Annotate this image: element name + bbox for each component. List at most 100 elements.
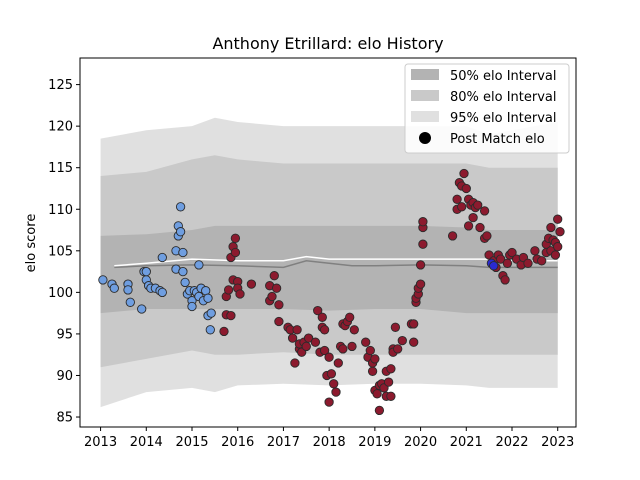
data-point-later	[386, 391, 396, 401]
data-point-early	[157, 287, 167, 298]
data-point-later	[274, 300, 284, 310]
data-point-later	[290, 358, 300, 368]
data-point-later	[418, 217, 428, 227]
x-tick-label: 2021	[450, 435, 483, 450]
y-tick-label: 120	[48, 120, 73, 135]
data-point-early	[175, 202, 186, 212]
data-point-later	[269, 271, 279, 281]
data-point-later	[246, 279, 257, 289]
post-match-points	[98, 168, 565, 416]
y-tick-label: 125	[48, 78, 73, 93]
data-point-early	[109, 283, 119, 293]
legend-swatch-80	[411, 90, 439, 101]
data-point-later	[553, 242, 563, 252]
x-tick-label: 2018	[313, 435, 346, 450]
data-point-later	[530, 246, 540, 256]
data-point-early	[180, 277, 190, 288]
data-point-later	[319, 345, 330, 356]
x-tick-label: 2015	[175, 435, 208, 450]
data-point-later	[461, 183, 471, 194]
data-point-early	[125, 297, 135, 307]
y-tick-label: 95	[56, 327, 73, 342]
data-point-later	[383, 377, 394, 387]
data-point-later	[495, 254, 506, 264]
x-tick-label: 2019	[358, 435, 391, 450]
data-point-later	[331, 387, 341, 397]
data-point-later	[370, 354, 380, 364]
data-point-later	[502, 258, 513, 268]
data-point-later	[303, 333, 314, 343]
data-point-later	[317, 312, 327, 322]
data-point-early	[194, 260, 204, 270]
plot-area	[98, 117, 565, 416]
data-point-later	[361, 337, 371, 347]
x-tick-label: 2020	[404, 435, 437, 450]
data-point-later	[235, 289, 245, 299]
data-point-later	[372, 389, 382, 399]
data-point-later	[326, 369, 337, 379]
data-point-early	[123, 285, 133, 295]
data-point-later	[374, 405, 385, 416]
legend-label-95: 95% elo Interval	[450, 111, 557, 126]
data-point-later	[301, 341, 311, 352]
data-point-later	[292, 325, 302, 335]
data-point-later	[386, 364, 396, 374]
x-axis-ticks: 2013 2014 2015 2016 2017 2018 2019 2020 2021 2022…	[84, 427, 574, 450]
interval-bands	[100, 117, 558, 408]
plot-frame	[79, 57, 577, 428]
y-axis-ticks: 85 90 95 100 105 110 115 120 125	[48, 78, 80, 426]
legend-label-80: 80% elo Interval	[450, 90, 557, 105]
y-tick-label: 105	[48, 244, 73, 259]
data-point-later	[418, 239, 428, 249]
chart-title: Anthony Etrillard: elo History	[212, 34, 443, 53]
data-point-later	[287, 333, 298, 343]
data-point-later	[226, 310, 236, 321]
data-point-later	[397, 335, 407, 346]
legend: 50% elo Interval 80% elo Interval 95% el…	[404, 63, 570, 154]
data-point-later	[523, 258, 533, 268]
legend-label-50: 50% elo Interval	[450, 69, 557, 84]
data-point-later	[537, 256, 547, 266]
data-point-early	[98, 275, 108, 285]
data-point-later	[390, 322, 401, 332]
data-point-later	[367, 366, 378, 376]
data-point-later	[550, 250, 561, 260]
data-point-later	[546, 222, 556, 233]
data-point-later	[365, 345, 375, 356]
data-point-later	[457, 202, 467, 212]
data-point-early	[157, 252, 167, 263]
data-point-recent	[489, 261, 499, 271]
y-tick-label: 115	[48, 161, 73, 176]
data-point-later	[267, 291, 277, 302]
x-tick-label: 2017	[267, 435, 300, 450]
data-point-later	[329, 379, 339, 389]
data-point-early	[175, 227, 186, 237]
legend-swatch-95	[411, 111, 439, 122]
data-point-later	[475, 222, 485, 233]
data-point-later	[500, 275, 510, 285]
data-point-later	[347, 341, 357, 352]
data-point-later	[313, 305, 323, 316]
data-point-later	[310, 337, 321, 347]
data-point-early	[205, 325, 215, 335]
data-point-later	[274, 316, 284, 327]
data-point-early	[187, 301, 197, 312]
x-tick-label: 2023	[541, 435, 574, 450]
data-point-later	[271, 283, 282, 293]
y-tick-label: 85	[56, 411, 73, 426]
band-50	[100, 225, 558, 314]
data-point-later	[393, 344, 403, 354]
y-tick-label: 90	[56, 369, 73, 384]
data-point-later	[463, 221, 474, 231]
data-point-later	[230, 247, 241, 258]
y-tick-label: 100	[48, 286, 73, 301]
data-point-later	[409, 319, 419, 329]
y-axis-label: elo score	[24, 214, 39, 273]
data-point-later	[319, 325, 330, 335]
data-point-later	[415, 260, 426, 270]
data-point-early	[137, 304, 147, 314]
data-point-later	[447, 231, 458, 241]
data-point-later	[479, 206, 490, 216]
data-point-later	[459, 168, 469, 179]
